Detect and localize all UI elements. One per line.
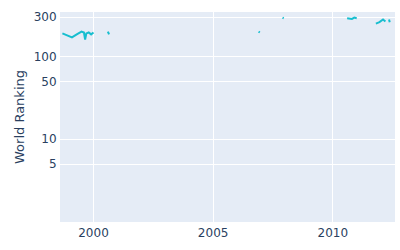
svg-text:100: 100 [34, 50, 57, 64]
svg-text:2000: 2000 [78, 226, 109, 240]
svg-text:2005: 2005 [198, 226, 229, 240]
svg-text:300: 300 [34, 10, 57, 24]
svg-text:5: 5 [49, 157, 57, 171]
svg-text:World Ranking: World Ranking [12, 70, 27, 164]
svg-text:2010: 2010 [318, 226, 349, 240]
svg-text:10: 10 [41, 132, 56, 146]
svg-text:50: 50 [41, 75, 56, 89]
